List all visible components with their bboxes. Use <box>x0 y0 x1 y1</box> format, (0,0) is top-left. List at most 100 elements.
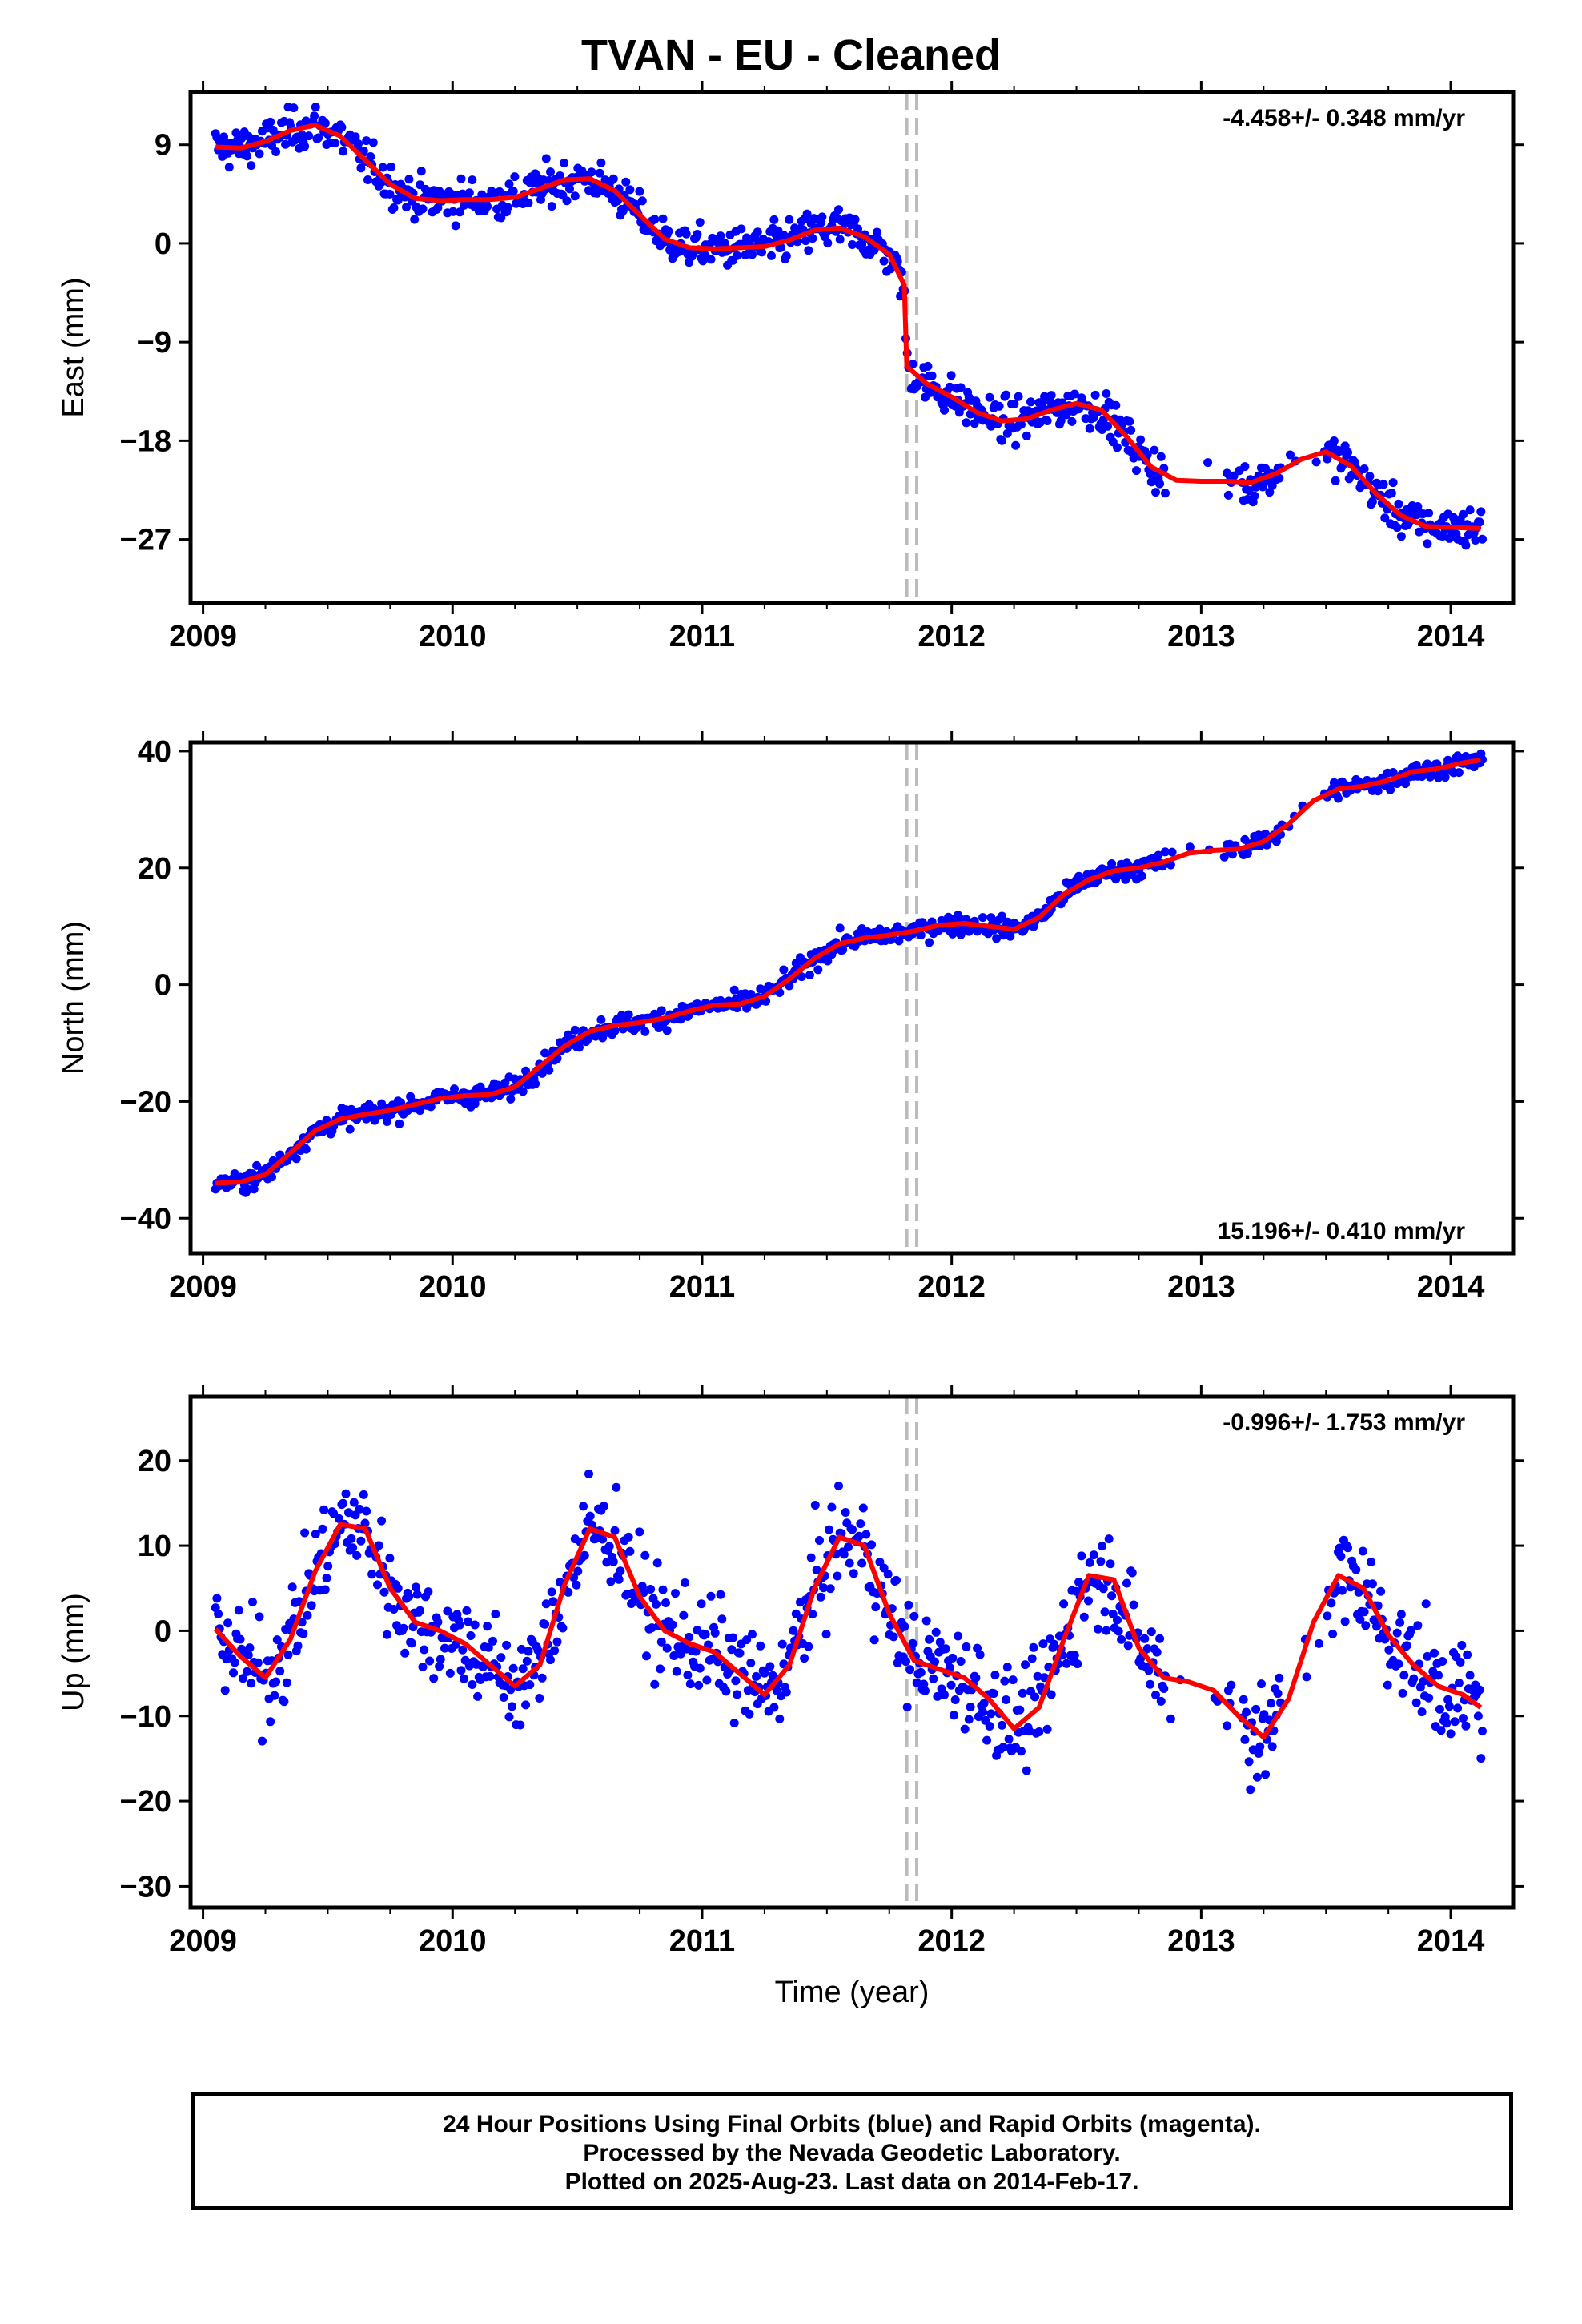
data-point <box>1008 1675 1018 1685</box>
data-point <box>1146 1679 1155 1689</box>
data-point <box>1166 1714 1175 1723</box>
data-point <box>760 1668 769 1678</box>
x-tick-label: 2010 <box>419 620 487 653</box>
data-point <box>1046 1690 1056 1699</box>
y-tick-label: 0 <box>155 227 171 261</box>
data-point <box>1132 466 1141 476</box>
data-point <box>827 1502 837 1512</box>
data-point <box>695 218 705 227</box>
data-point <box>407 1638 416 1648</box>
footer-line-2: Processed by the Nevada Geodetic Laborat… <box>583 2140 1121 2166</box>
data-point <box>385 189 395 199</box>
y-tick-label: −10 <box>120 1700 171 1734</box>
data-point <box>399 1623 408 1633</box>
data-point <box>416 1606 425 1615</box>
x-tick-label: 2014 <box>1417 1270 1485 1304</box>
data-point <box>858 1503 868 1513</box>
data-point <box>804 246 813 255</box>
data-point <box>418 204 428 214</box>
data-point <box>1471 536 1480 545</box>
data-point <box>1239 1695 1248 1704</box>
data-point <box>402 203 411 212</box>
x-tick-label: 2012 <box>917 1924 986 1958</box>
data-point <box>1151 488 1160 497</box>
data-point <box>668 1620 677 1630</box>
data-point <box>424 1587 433 1597</box>
data-point <box>348 1543 358 1553</box>
data-point <box>610 1526 620 1535</box>
data-point <box>531 1079 540 1088</box>
data-point <box>468 175 477 185</box>
data-point <box>1327 1598 1336 1608</box>
data-point <box>224 163 234 172</box>
data-point <box>779 965 789 975</box>
data-point <box>1476 507 1486 517</box>
data-point <box>1267 1699 1275 1708</box>
data-point <box>825 1525 833 1534</box>
fit-line <box>215 123 1481 531</box>
data-point <box>314 133 323 143</box>
data-point <box>672 1667 681 1676</box>
x-tick-label: 2010 <box>419 1924 487 1958</box>
data-point <box>344 1508 353 1518</box>
x-tick-label: 2010 <box>419 1270 487 1304</box>
data-point <box>319 1505 329 1514</box>
data-point <box>477 190 487 199</box>
data-point <box>339 1498 348 1508</box>
data-point <box>683 1671 693 1680</box>
data-point <box>1021 1660 1030 1670</box>
data-point <box>823 239 833 248</box>
data-point <box>584 1469 593 1478</box>
data-point <box>1103 421 1112 431</box>
data-point <box>448 207 458 216</box>
data-point <box>282 1678 291 1687</box>
data-point <box>1219 852 1229 862</box>
data-point <box>546 1655 555 1665</box>
footer-line-3: Plotted on 2025-Aug-23. Last data on 201… <box>564 2169 1139 2195</box>
data-point <box>777 1639 787 1649</box>
data-point <box>212 1594 222 1603</box>
data-point <box>1167 847 1177 857</box>
data-point <box>450 1084 459 1094</box>
data-point <box>929 1674 938 1683</box>
data-point <box>1240 834 1250 844</box>
data-point <box>635 187 644 196</box>
data-point <box>1042 416 1052 425</box>
data-point <box>685 1679 695 1689</box>
data-point <box>1223 1721 1232 1731</box>
data-point <box>745 1709 754 1719</box>
data-point <box>1102 1626 1111 1635</box>
data-point <box>889 1632 898 1642</box>
data-point <box>570 191 580 201</box>
data-point <box>748 250 757 259</box>
data-point <box>355 1504 364 1514</box>
data-point <box>990 1671 1000 1680</box>
data-point <box>930 1657 939 1667</box>
data-point <box>214 1609 223 1618</box>
data-point <box>491 1610 500 1619</box>
data-point <box>1459 1714 1468 1723</box>
data-point <box>950 1695 960 1704</box>
data-point <box>1343 448 1352 457</box>
data-point <box>433 1618 443 1626</box>
y-axis-label: North (mm) <box>57 921 90 1075</box>
data-point <box>541 1599 551 1609</box>
data-point <box>925 1634 934 1644</box>
data-point <box>508 187 518 196</box>
data-point <box>337 123 347 132</box>
data-point <box>879 256 889 266</box>
fit-line <box>213 1522 1483 1740</box>
data-point <box>270 1691 279 1700</box>
y-tick-label: 20 <box>138 1445 171 1478</box>
data-point <box>524 198 533 207</box>
data-point <box>410 215 420 224</box>
data-point <box>1154 850 1163 860</box>
data-point <box>904 1600 913 1610</box>
data-point <box>1465 1671 1475 1680</box>
data-point <box>1379 480 1388 489</box>
data-point <box>1394 499 1403 509</box>
data-point <box>647 1623 656 1633</box>
data-point <box>789 1626 798 1635</box>
data-point <box>1144 1666 1154 1675</box>
data-point <box>656 1006 666 1015</box>
